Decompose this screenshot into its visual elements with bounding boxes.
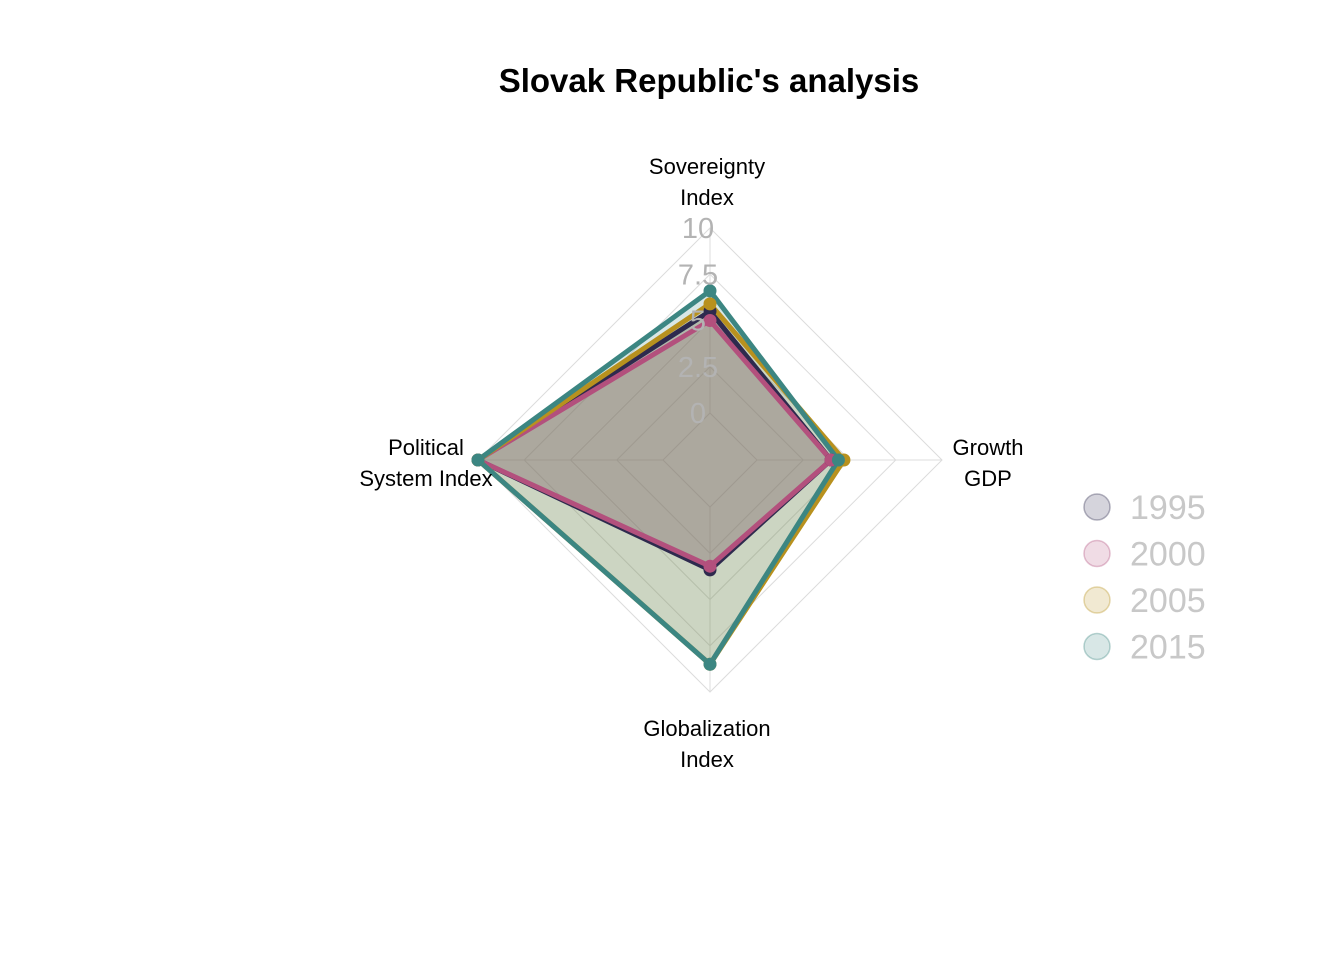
legend-label: 2000: [1130, 536, 1206, 574]
legend-swatch-2015: [1083, 632, 1111, 661]
legend-swatch-2005: [1083, 586, 1111, 614]
tick-label: 2.5: [678, 352, 718, 384]
axis-label: Growth GDP: [953, 435, 1024, 491]
tick-label: 10: [682, 213, 714, 245]
data-point-2000: [703, 559, 717, 573]
chart-title: Slovak Republic's analysis: [499, 62, 920, 99]
tick-label: 5: [690, 306, 706, 338]
series-points: [471, 284, 851, 671]
data-point-2015: [703, 284, 717, 298]
axis-labels: Sovereignty Index Growth GDP Globalization In…: [359, 154, 1023, 772]
legend-swatch-2000: [1083, 539, 1111, 568]
legend-label: 2015: [1130, 629, 1206, 667]
series-area-2015: [478, 290, 839, 665]
data-point-2015: [703, 657, 717, 671]
radial-tick-labels: 0 2.5 5 7.5 10: [678, 213, 718, 430]
legend-swatch-1995: [1083, 493, 1111, 521]
legend: 1995 2000 2005 2015: [1083, 489, 1206, 667]
data-point-2015: [471, 453, 485, 467]
series-areas: [478, 290, 844, 665]
axis-label: Political System Index: [359, 435, 492, 491]
series-area-2005: [478, 303, 844, 665]
tick-label: 7.5: [678, 259, 718, 291]
data-point-2005: [703, 297, 717, 311]
data-point-2000: [703, 314, 717, 327]
series-area-1995: [478, 311, 831, 570]
axis-label: Globalization Index: [643, 716, 770, 772]
data-point-2015: [831, 453, 845, 467]
tick-label: 0: [690, 398, 706, 430]
legend-label: 1995: [1130, 489, 1206, 527]
axis-label: Sovereignty Index: [649, 154, 765, 210]
series-area-2000: [478, 320, 831, 567]
legend-label: 2005: [1130, 582, 1206, 620]
